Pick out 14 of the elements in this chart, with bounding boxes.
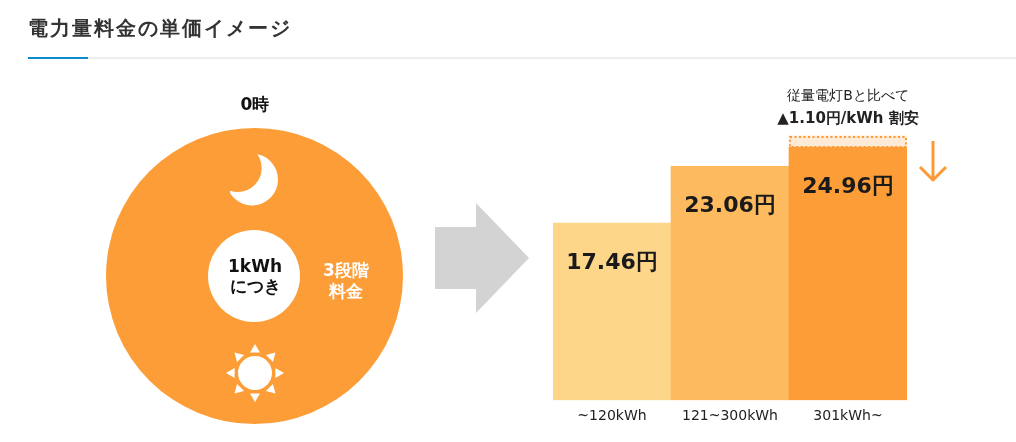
annotation: ▲1.10円/kWh 割安 <box>777 108 919 127</box>
bar <box>553 222 672 401</box>
bar <box>670 166 790 401</box>
text: 3段階料金 <box>322 260 370 302</box>
x-tick-label: 301kWh~ <box>813 407 883 424</box>
data-label: 23.06円 <box>684 192 776 218</box>
text: 電力量料金の単価イメージ <box>28 15 292 42</box>
x-tick-label: ~120kWh <box>577 407 647 424</box>
text: 0時 <box>240 92 270 116</box>
data-label: 24.96円 <box>802 172 894 198</box>
text: 1kWh につき <box>228 256 282 296</box>
text: 従量電灯Bと比べて <box>787 87 909 105</box>
x-tick-label: 121~300kWh <box>682 407 778 424</box>
data-label: 17.46円 <box>566 248 658 274</box>
